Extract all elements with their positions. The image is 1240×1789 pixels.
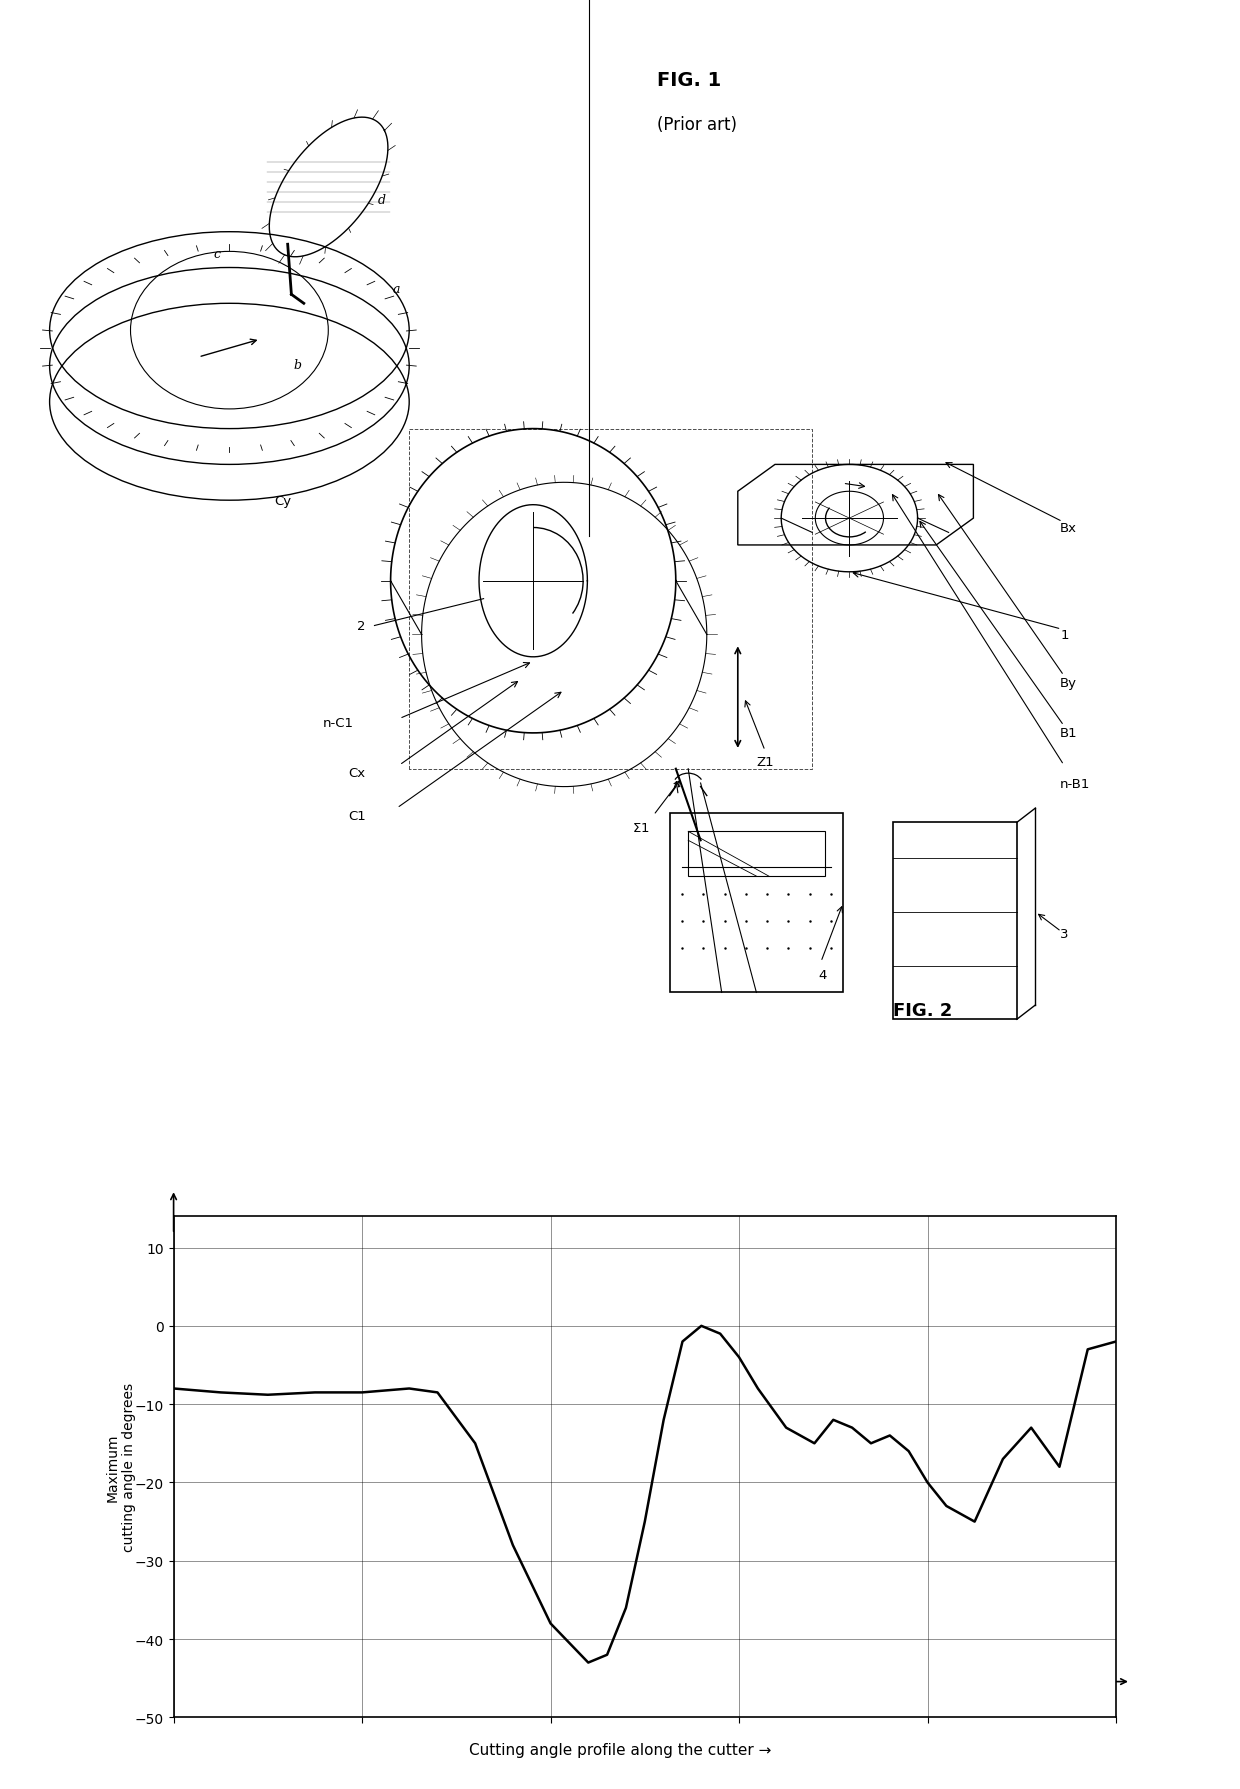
Text: (Prior art): (Prior art) (657, 116, 738, 134)
Text: 1: 1 (1060, 628, 1069, 642)
Text: d: d (378, 193, 386, 208)
Text: c: c (213, 247, 221, 261)
Text: n-B1: n-B1 (1060, 776, 1090, 791)
Text: FIG. 2: FIG. 2 (893, 1002, 952, 1020)
Text: Cutting angle profile along the cutter →: Cutting angle profile along the cutter → (469, 1742, 771, 1757)
Text: b: b (294, 358, 301, 372)
Text: 3: 3 (1060, 927, 1069, 941)
Text: 4: 4 (818, 968, 827, 982)
Bar (688, 832, 825, 877)
Text: $\Sigma$1: $\Sigma$1 (632, 821, 650, 835)
Text: Z1: Z1 (756, 755, 774, 769)
Text: Bx: Bx (1060, 521, 1078, 535)
Text: FIG. 4: FIG. 4 (930, 1574, 990, 1592)
Y-axis label: Maximum
cutting angle in degrees: Maximum cutting angle in degrees (105, 1383, 136, 1551)
Text: By: By (1060, 676, 1078, 691)
Text: Cx: Cx (348, 766, 366, 780)
Text: FIG. 1: FIG. 1 (657, 72, 722, 89)
Text: C1: C1 (348, 809, 366, 823)
Text: Cy: Cy (274, 494, 291, 508)
Text: n-C1: n-C1 (322, 716, 353, 730)
Text: a: a (393, 283, 401, 297)
Text: B1: B1 (1060, 726, 1078, 741)
Text: 2: 2 (357, 619, 366, 633)
Bar (893, 823, 1017, 1020)
